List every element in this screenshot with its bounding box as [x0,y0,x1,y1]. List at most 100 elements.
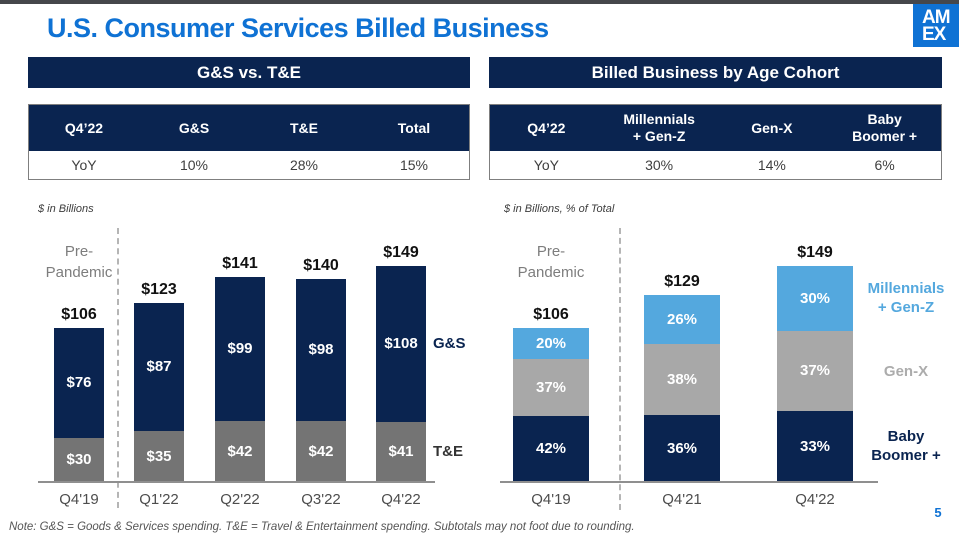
legend-baby-boomer: Baby Boomer + [871,428,941,464]
bar-boomer-pct-Q4'19: 42% [535,440,567,457]
bar-segment-boomer-Q4'22 [777,411,853,482]
bar-total-label-Q4'22: $149 [797,244,833,261]
x-axis-label-Q4'21: Q4'21 [662,491,702,508]
pre-pandemic-divider-right [619,228,621,510]
col-header-q422: Q4’22 [527,119,566,136]
bar-te-value-Q4'22: $41 [388,443,414,460]
col-header-genx: Gen-X [751,119,793,136]
bar-segment-gs-Q3'22 [296,279,346,421]
x-axis-label-Q4'19: Q4'19 [531,491,571,508]
x-axis-label-Q1'22: Q1'22 [139,491,179,508]
x-axis-label-Q3'22: Q3'22 [301,491,341,508]
bar-gs-value-Q4'22: $108 [384,335,418,352]
bar-te-value-Q1'22: $35 [146,448,172,465]
x-axis-line-left-chart [38,481,435,483]
footnote: Note: G&S = Goods & Services spending. T… [9,521,635,533]
col-header-q422: Q4’22 [64,119,104,136]
x-axis-label-Q4'19: Q4'19 [59,491,99,508]
row-label-yoy: YoY [533,157,559,173]
units-note-left: $ in Billions [38,203,94,215]
pre-pandemic-annotation-right: Pre- Pandemic [517,243,585,281]
bar-te-value-Q3'22: $42 [308,443,334,460]
x-axis-label-Q4'22: Q4'22 [381,491,421,508]
yoy-te-value: 28% [289,157,319,173]
bar-segment-te-Q4'22 [376,422,426,482]
col-header-boomer: Baby Boomer + [852,111,918,144]
bar-total-label-Q2'22: $141 [222,255,258,272]
yoy-genx-value: 14% [757,157,786,173]
bar-millennials-pct-Q4'19: 20% [535,335,567,352]
pre-pandemic-annotation-left: Pre- Pandemic [45,243,113,281]
col-header-te: T&E [290,119,318,136]
legend-genx: Gen-X [883,363,929,380]
bar-segment-te-Q2'22 [215,421,265,482]
bar-segment-boomer-Q4'21 [644,415,720,482]
bar-segment-te-Q4'19 [54,438,104,482]
yoy-gs-value: 10% [179,157,209,173]
bar-total-label-Q4'19: $106 [533,306,569,323]
bar-te-value-Q4'19: $30 [66,451,92,468]
col-header-gs: G&S [178,119,210,136]
x-axis-line-right-chart [500,481,878,483]
amex-logo-text-line2: EX [922,24,946,45]
bar-segment-gs-Q4'19 [54,328,104,438]
bar-total-label-Q4'21: $129 [664,273,700,290]
series-label-te: T&E [433,443,463,460]
gs-te-table-header-row: Q4’22 G&S T&E Total [29,105,469,151]
x-axis-label-Q4'22: Q4'22 [795,491,835,508]
bar-genx-pct-Q4'19: 37% [535,379,567,396]
pre-pandemic-divider-left [117,228,119,508]
bar-segment-gs-Q2'22 [215,277,265,421]
units-note-right: $ in Billions, % of Total [504,203,615,215]
bar-gs-value-Q3'22: $98 [308,341,334,358]
bar-segment-genx-Q4'19 [513,359,589,416]
row-label-yoy: YoY [71,157,97,173]
bar-segment-te-Q3'22 [296,421,346,482]
bar-segment-millennials-Q4'22 [777,266,853,331]
bar-segment-genx-Q4'22 [777,331,853,411]
col-header-total: Total [397,119,431,136]
bar-total-label-Q1'22: $123 [141,281,177,298]
page-title: U.S. Consumer Services Billed Business [47,13,549,43]
bar-te-value-Q2'22: $42 [227,443,253,460]
gs-te-section-header: G&S vs. T&E [28,57,470,88]
bar-segment-genx-Q4'21 [644,344,720,415]
bar-boomer-pct-Q4'22: 33% [799,438,831,455]
bar-millennials-pct-Q4'22: 30% [799,290,831,307]
bar-total-label-Q4'19: $106 [61,306,97,323]
bar-gs-value-Q1'22: $87 [146,358,172,375]
bar-genx-pct-Q4'21: 38% [666,371,698,388]
bar-segment-gs-Q4'22 [376,266,426,422]
bar-boomer-pct-Q4'21: 36% [666,440,698,457]
bar-segment-te-Q1'22 [134,431,184,482]
legend-millennials-genz: Millennials + Gen-Z [867,280,945,316]
x-axis-label-Q2'22: Q2'22 [220,491,260,508]
bar-segment-millennials-Q4'19 [513,328,589,359]
amex-logo-text-line1: AM [922,7,951,28]
age-cohort-section-header: Billed Business by Age Cohort [489,57,942,88]
yoy-millennials-value: 30% [645,157,674,173]
bar-total-label-Q4'22: $149 [383,244,419,261]
page-number: 5 [934,505,942,520]
yoy-total-value: 15% [399,157,429,173]
yoy-boomer-value: 6% [874,157,895,173]
amex-logo: AM EX [913,4,959,47]
age-cohort-table: Q4’22 Millennials + Gen-Z Gen-X Baby Boo… [489,104,942,180]
bar-gs-value-Q4'19: $76 [66,374,92,391]
bar-segment-millennials-Q4'21 [644,295,720,344]
age-cohort-table-data-row: YoY 30% 14% 6% [490,151,941,179]
bar-genx-pct-Q4'22: 37% [799,362,831,379]
bar-total-label-Q3'22: $140 [303,257,339,274]
gs-te-table: Q4’22 G&S T&E Total YoY 10% 28% 15% [28,104,470,180]
bar-segment-boomer-Q4'19 [513,416,589,482]
series-label-gs: G&S [433,335,466,352]
top-accent-line [0,0,959,4]
bar-segment-gs-Q1'22 [134,303,184,431]
age-cohort-table-header-row: Q4’22 Millennials + Gen-Z Gen-X Baby Boo… [490,105,941,151]
col-header-millennials: Millennials + Gen-Z [623,111,695,144]
bar-millennials-pct-Q4'21: 26% [666,311,698,328]
gs-te-table-data-row: YoY 10% 28% 15% [29,151,469,179]
bar-gs-value-Q2'22: $99 [227,340,253,357]
